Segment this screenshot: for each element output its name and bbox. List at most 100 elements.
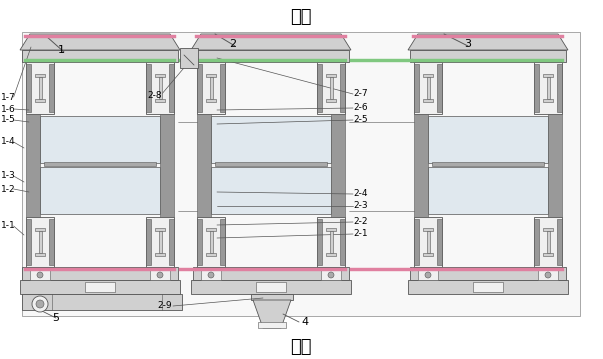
- Bar: [24, 35, 176, 38]
- Bar: [40, 116, 160, 163]
- Bar: [210, 77, 213, 99]
- Circle shape: [32, 296, 48, 312]
- Bar: [49, 219, 54, 265]
- Bar: [44, 162, 156, 166]
- Polygon shape: [408, 34, 568, 50]
- Bar: [39, 77, 42, 99]
- Bar: [423, 228, 433, 231]
- Bar: [423, 74, 433, 77]
- Circle shape: [36, 300, 44, 308]
- Bar: [350, 268, 413, 271]
- Polygon shape: [191, 34, 351, 50]
- Bar: [317, 62, 345, 114]
- Bar: [178, 267, 197, 280]
- Bar: [26, 114, 40, 217]
- Bar: [557, 64, 562, 112]
- Bar: [35, 99, 45, 102]
- Bar: [543, 228, 553, 231]
- Bar: [169, 64, 174, 112]
- Bar: [178, 114, 197, 122]
- Bar: [179, 268, 196, 271]
- Text: 1-4: 1-4: [1, 137, 16, 146]
- Bar: [197, 217, 225, 267]
- Bar: [534, 219, 539, 265]
- Bar: [35, 253, 45, 256]
- Bar: [427, 231, 430, 253]
- Circle shape: [157, 272, 163, 278]
- Bar: [349, 211, 414, 219]
- Bar: [22, 32, 580, 316]
- Bar: [427, 77, 430, 99]
- Bar: [201, 270, 221, 280]
- Bar: [220, 64, 225, 112]
- Bar: [330, 77, 333, 99]
- Bar: [414, 217, 442, 267]
- Bar: [195, 268, 347, 271]
- Bar: [155, 228, 165, 231]
- Bar: [26, 64, 31, 112]
- Bar: [150, 270, 170, 280]
- Bar: [210, 231, 213, 253]
- Bar: [22, 50, 178, 62]
- Bar: [178, 211, 197, 219]
- Text: 内部: 内部: [290, 338, 312, 356]
- Text: 2-4: 2-4: [353, 190, 367, 199]
- Bar: [432, 162, 544, 166]
- Bar: [258, 322, 286, 328]
- Bar: [340, 219, 345, 265]
- Bar: [211, 167, 331, 214]
- Bar: [330, 231, 333, 253]
- Bar: [437, 219, 442, 265]
- Text: 4: 4: [301, 317, 308, 327]
- Bar: [146, 217, 174, 267]
- Bar: [178, 122, 197, 211]
- Bar: [547, 231, 550, 253]
- Bar: [410, 50, 566, 62]
- Bar: [179, 59, 196, 62]
- Bar: [155, 74, 165, 77]
- Text: 外部: 外部: [290, 8, 312, 26]
- Text: 1-5: 1-5: [1, 116, 16, 125]
- Bar: [349, 50, 414, 62]
- Bar: [326, 253, 336, 256]
- Bar: [24, 268, 176, 271]
- Bar: [548, 114, 562, 217]
- Bar: [412, 59, 564, 62]
- Bar: [85, 282, 115, 292]
- Bar: [557, 219, 562, 265]
- Text: 2: 2: [229, 39, 236, 49]
- Bar: [193, 267, 349, 280]
- Bar: [414, 62, 442, 114]
- Bar: [169, 219, 174, 265]
- Bar: [428, 116, 548, 163]
- Bar: [26, 62, 54, 114]
- Bar: [26, 217, 54, 267]
- Bar: [22, 267, 178, 280]
- Bar: [206, 74, 216, 77]
- Bar: [40, 167, 160, 214]
- Bar: [159, 77, 162, 99]
- Bar: [197, 62, 225, 114]
- Bar: [534, 217, 562, 267]
- Bar: [349, 122, 414, 211]
- Bar: [412, 268, 564, 271]
- Bar: [35, 228, 45, 231]
- Bar: [414, 219, 419, 265]
- Bar: [534, 62, 562, 114]
- Bar: [197, 64, 202, 112]
- Bar: [159, 231, 162, 253]
- Bar: [412, 35, 564, 38]
- Bar: [423, 253, 433, 256]
- Bar: [211, 116, 331, 163]
- Bar: [251, 294, 293, 300]
- Bar: [160, 114, 174, 217]
- Bar: [26, 219, 31, 265]
- Text: 3: 3: [464, 39, 471, 49]
- Bar: [321, 270, 341, 280]
- Bar: [349, 114, 414, 122]
- Bar: [543, 253, 553, 256]
- Bar: [414, 114, 428, 217]
- Bar: [39, 231, 42, 253]
- Bar: [155, 253, 165, 256]
- Bar: [547, 77, 550, 99]
